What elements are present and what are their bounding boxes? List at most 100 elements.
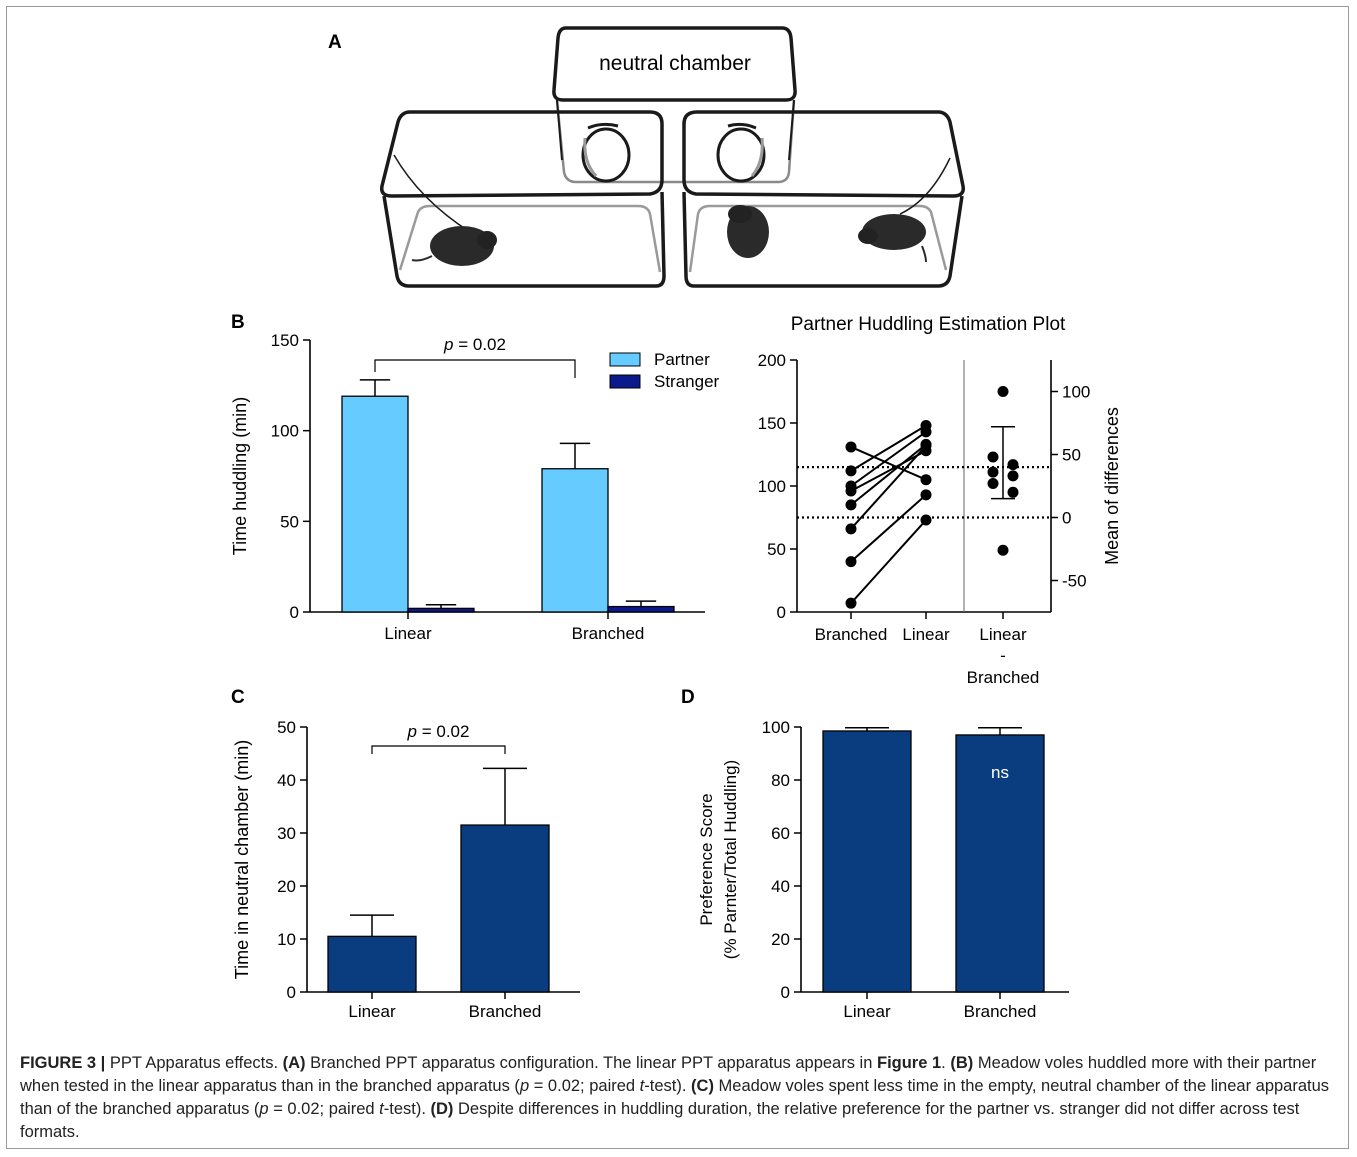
b-right-point-branched xyxy=(845,465,857,477)
b-right-right-tick-label: 0 xyxy=(1062,509,1071,528)
panel-letter-d: D xyxy=(681,687,695,708)
d-y-axis-label-line2: (% Parnter/Total Huddling) xyxy=(721,760,740,959)
b-right-difference-point xyxy=(1007,470,1019,482)
b-right-difference-point xyxy=(987,477,999,489)
c-bar xyxy=(327,935,417,993)
b-right-difference-point xyxy=(1007,486,1019,498)
b-right-point-linear xyxy=(920,440,932,452)
neutral-chamber-label: neutral chamber xyxy=(599,52,751,75)
c-p-value: p = 0.02 xyxy=(407,722,470,741)
caption-b-p: p xyxy=(519,1077,530,1095)
b-right-right-tick-label: 50 xyxy=(1062,446,1081,465)
b-right-x-tick-label: Linear xyxy=(902,625,950,644)
right-cage-inner xyxy=(688,204,948,273)
caption-figure-label: FIGURE 3 | xyxy=(20,1054,106,1072)
d-ns-annotation: ns xyxy=(991,763,1009,782)
c-y-tick-label: 10 xyxy=(277,930,296,949)
right-cage-body xyxy=(682,191,964,288)
figure-frame xyxy=(6,6,1349,1149)
c-bar xyxy=(460,824,550,993)
b-right-left-y-tick-label: 50 xyxy=(767,540,786,559)
b-left-legend-swatch-stranger xyxy=(609,374,641,389)
d-bar xyxy=(822,730,912,993)
caption-b-text1: Meadow voles huddled more with their par… xyxy=(20,1054,1317,1095)
figure-canvas: A B C D xyxy=(230,26,1122,1021)
caption-intro: PPT Apparatus effects. xyxy=(105,1054,283,1072)
d-y-tick-label: 40 xyxy=(771,877,790,896)
b-left-y-tick-label: 50 xyxy=(280,512,299,531)
right-cage-lid xyxy=(682,110,966,198)
b-right-pair-line xyxy=(850,449,927,492)
right-cage-tether xyxy=(899,157,951,215)
b-right-difference-point xyxy=(987,466,999,478)
caption-c-text1: Meadow voles spent less time in the empt… xyxy=(20,1077,1330,1118)
b-right-left-y-tick-label: 0 xyxy=(777,603,786,622)
d-y-tick-label: 60 xyxy=(771,824,790,843)
c-y-tick-label: 0 xyxy=(287,983,296,1002)
d-x-tick-label: Branched xyxy=(964,1002,1037,1021)
b-right-point-branched xyxy=(845,523,857,535)
c-y-tick-label: 50 xyxy=(277,718,296,737)
b-left-x-tick-label: Linear xyxy=(384,624,432,643)
b-left-significance-bracket xyxy=(374,359,576,378)
b-right-right-tick-label: 100 xyxy=(1062,383,1090,402)
caption-c-text2: = 0.02; paired xyxy=(268,1100,380,1118)
b-left-y-axis-label: Time huddling (min) xyxy=(230,397,250,555)
neutral-chamber-body-left-edge xyxy=(556,99,563,161)
left-cage-tether xyxy=(393,154,471,233)
b-right-point-linear xyxy=(920,474,932,486)
vole-right xyxy=(858,214,927,263)
b-right-point-linear xyxy=(920,489,932,501)
b-left-bar-stranger xyxy=(607,605,675,613)
panel-letter-a: A xyxy=(328,32,342,53)
b-right-pair-line xyxy=(850,519,927,604)
b-right-x-tick-label: Branched xyxy=(815,625,888,644)
c-significance-bracket xyxy=(371,745,506,754)
b-right-right-tick-label: -50 xyxy=(1062,572,1087,591)
b-left-bar-stranger xyxy=(407,607,475,613)
b-left-bar-partner xyxy=(341,395,409,613)
left-cage-lid xyxy=(379,110,664,198)
neutral-chamber-body-right-edge xyxy=(788,99,795,161)
caption-a-label: (A) xyxy=(282,1054,306,1072)
b-right-title: Partner Huddling Estimation Plot xyxy=(791,314,1066,335)
d-y-tick-label: 100 xyxy=(762,718,790,737)
d-x-tick-label: Linear xyxy=(843,1002,891,1021)
b-left-y-tick-label: 0 xyxy=(290,603,299,622)
b-right-pair-line xyxy=(850,424,927,472)
b-right-pair-line xyxy=(850,445,927,530)
b-right-point-linear xyxy=(920,514,932,526)
caption-b-t: t xyxy=(639,1077,645,1095)
b-right-pair-line xyxy=(850,443,927,506)
b-right-difference-point xyxy=(1007,459,1019,471)
b-right-pair-line xyxy=(850,431,927,487)
caption-c-label: (C) xyxy=(691,1077,714,1095)
c-y-axis-label: Time in neutral chamber (min) xyxy=(232,740,252,979)
b-right-left-y-tick-label: 150 xyxy=(758,414,786,433)
right-tunnel xyxy=(716,122,766,183)
panel-letter-b: B xyxy=(231,312,245,333)
b-right-pair-line xyxy=(850,494,927,563)
caption-a-text: Branched PPT apparatus configuration. Th… xyxy=(305,1054,877,1072)
caption-b-label: (B) xyxy=(950,1054,974,1072)
b-left-y-tick-label: 150 xyxy=(271,331,299,350)
b-left-x-tick-label: Branched xyxy=(572,624,645,643)
d-y-tick-label: 80 xyxy=(771,771,790,790)
d-bar xyxy=(955,734,1045,993)
caption-c-t: t xyxy=(379,1100,384,1118)
b-left-legend-label-stranger: Stranger xyxy=(654,372,720,391)
b-right-point-branched xyxy=(845,597,857,609)
b-left-bar-partner xyxy=(541,468,609,613)
b-left-legend-label-partner: Partner xyxy=(654,350,710,369)
b-right-difference-label-mid: - xyxy=(1000,646,1006,665)
b-right-point-branched xyxy=(845,499,857,511)
neutral-chamber-body xyxy=(555,99,796,184)
vole-middle xyxy=(727,205,769,258)
b-right-point-branched xyxy=(845,556,857,568)
d-y-axis-label-line1: Preference Score xyxy=(697,793,716,925)
b-right-difference-point xyxy=(997,386,1009,397)
b-right-pair-line xyxy=(850,446,927,481)
left-cage-inner xyxy=(398,204,662,273)
b-right-difference-point xyxy=(997,544,1009,556)
b-right-left-y-tick-label: 100 xyxy=(758,477,786,496)
